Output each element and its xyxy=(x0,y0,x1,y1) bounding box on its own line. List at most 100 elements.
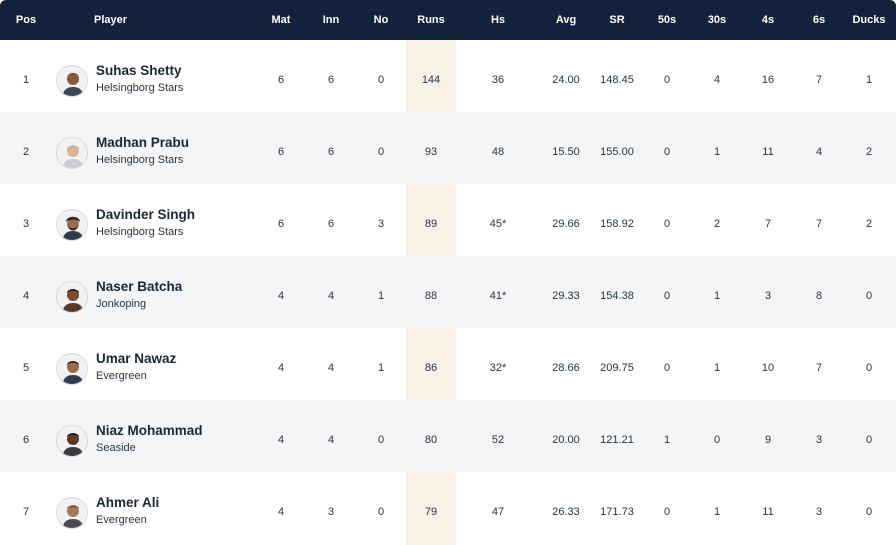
inn-cell: 3 xyxy=(327,506,335,518)
player-avatar[interactable] xyxy=(56,353,88,385)
col-header-avg[interactable]: Avg xyxy=(555,14,577,26)
fours-cell: 16 xyxy=(761,74,775,86)
no-cell: 0 xyxy=(377,434,385,446)
player-photo-icon xyxy=(57,498,87,528)
sr-cell: 158.92 xyxy=(600,218,634,230)
col-header-4s[interactable]: 4s xyxy=(761,14,775,26)
fours-cell: 7 xyxy=(764,218,772,230)
avg-cell: 28.66 xyxy=(552,362,580,374)
player-photo-icon xyxy=(57,282,87,312)
player-team: Evergreen xyxy=(96,370,147,382)
player-name[interactable]: Madhan Prabu xyxy=(96,135,190,150)
runs-cell: 144 xyxy=(421,74,441,86)
ducks-cell: 0 xyxy=(865,434,873,446)
ducks-cell: 1 xyxy=(865,74,873,86)
player-photo-icon xyxy=(57,138,87,168)
col-header-30s[interactable]: 30s xyxy=(707,14,727,26)
pos-cell: 1 xyxy=(22,74,30,86)
inn-cell: 4 xyxy=(327,362,335,374)
avg-cell: 29.33 xyxy=(552,290,580,302)
player-name[interactable]: Naser Batcha xyxy=(96,279,183,294)
sr-cell: 154.38 xyxy=(600,290,634,302)
table-row[interactable]: 7 Ahmer Ali Evergreen 4 3 0 79 47 26.33 … xyxy=(0,472,896,545)
player-team: Helsingborg Stars xyxy=(96,154,184,166)
table-row[interactable]: 1 Suhas Shetty Helsingborg Stars 6 6 0 1… xyxy=(0,40,896,112)
thirties-cell: 1 xyxy=(713,362,721,374)
pos-cell: 2 xyxy=(22,146,30,158)
ducks-cell: 0 xyxy=(865,290,873,302)
no-cell: 0 xyxy=(377,74,385,86)
inn-cell: 6 xyxy=(327,146,335,158)
player-name[interactable]: Davinder Singh xyxy=(96,207,196,222)
ducks-cell: 2 xyxy=(865,218,873,230)
mat-cell: 6 xyxy=(277,218,285,230)
mat-cell: 4 xyxy=(277,506,285,518)
table-row[interactable]: 4 Naser Batcha Jonkoping 4 4 1 88 41* 29… xyxy=(0,256,896,328)
no-cell: 0 xyxy=(377,506,385,518)
player-name[interactable]: Ahmer Ali xyxy=(96,495,160,510)
pos-cell: 5 xyxy=(22,362,30,374)
col-header-ducks[interactable]: Ducks xyxy=(852,14,886,26)
col-header-player[interactable]: Player xyxy=(94,14,128,26)
inn-cell: 4 xyxy=(327,434,335,446)
col-header-hs[interactable]: Hs xyxy=(490,14,506,26)
player-avatar[interactable] xyxy=(56,137,88,169)
col-header-sr[interactable]: SR xyxy=(609,14,625,26)
player-avatar[interactable] xyxy=(56,209,88,241)
avg-cell: 15.50 xyxy=(552,146,580,158)
ducks-cell: 2 xyxy=(865,146,873,158)
fours-cell: 10 xyxy=(761,362,775,374)
no-cell: 3 xyxy=(377,218,385,230)
col-header-50s[interactable]: 50s xyxy=(657,14,677,26)
player-photo-icon xyxy=(57,426,87,456)
player-photo-icon xyxy=(57,66,87,96)
avg-cell: 20.00 xyxy=(552,434,580,446)
player-name[interactable]: Niaz Mohammad xyxy=(96,423,203,438)
no-cell: 1 xyxy=(377,362,385,374)
fifties-cell: 0 xyxy=(663,362,671,374)
hs-cell: 32* xyxy=(489,362,507,374)
fifties-cell: 0 xyxy=(663,290,671,302)
player-avatar[interactable] xyxy=(56,65,88,97)
runs-cell: 79 xyxy=(424,506,438,518)
thirties-cell: 1 xyxy=(713,290,721,302)
player-name[interactable]: Umar Nawaz xyxy=(96,351,177,366)
table-row[interactable]: 2 Madhan Prabu Helsingborg Stars 6 6 0 9… xyxy=(0,112,896,184)
col-header-pos[interactable]: Pos xyxy=(15,14,37,26)
fours-cell: 9 xyxy=(764,434,772,446)
table-row[interactable]: 5 Umar Nawaz Evergreen 4 4 1 86 32* 28.6… xyxy=(0,328,896,400)
sixes-cell: 3 xyxy=(815,506,823,518)
sr-cell: 148.45 xyxy=(600,74,634,86)
player-photo-icon xyxy=(57,210,87,240)
pos-cell: 3 xyxy=(22,218,30,230)
no-cell: 1 xyxy=(377,290,385,302)
fifties-cell: 0 xyxy=(663,506,671,518)
ducks-cell: 0 xyxy=(865,362,873,374)
hs-cell: 45* xyxy=(489,218,507,230)
avg-cell: 24.00 xyxy=(552,74,580,86)
sr-cell: 155.00 xyxy=(600,146,634,158)
fours-cell: 11 xyxy=(762,506,774,518)
col-header-inn[interactable]: Inn xyxy=(322,14,340,26)
player-avatar[interactable] xyxy=(56,497,88,529)
col-header-6s[interactable]: 6s xyxy=(812,14,826,26)
table-row[interactable]: 6 Niaz Mohammad Seaside 4 4 0 80 52 20.0… xyxy=(0,400,896,472)
sixes-cell: 7 xyxy=(815,218,823,230)
inn-cell: 6 xyxy=(327,74,335,86)
runs-cell: 93 xyxy=(424,146,438,158)
player-avatar[interactable] xyxy=(56,281,88,313)
table-row[interactable]: 3 Davinder Singh Helsingborg Stars 6 6 3… xyxy=(0,184,896,256)
inn-cell: 4 xyxy=(327,290,335,302)
player-name[interactable]: Suhas Shetty xyxy=(96,63,182,78)
fifties-cell: 0 xyxy=(663,146,671,158)
col-header-no[interactable]: No xyxy=(373,14,389,26)
sr-cell: 121.21 xyxy=(600,434,634,446)
thirties-cell: 1 xyxy=(713,146,721,158)
player-avatar[interactable] xyxy=(56,425,88,457)
runs-cell: 89 xyxy=(424,218,438,230)
col-header-mat[interactable]: Mat xyxy=(271,14,291,26)
sixes-cell: 7 xyxy=(815,362,823,374)
col-header-runs[interactable]: Runs xyxy=(417,14,445,26)
sr-cell: 171.73 xyxy=(600,506,634,518)
hs-cell: 48 xyxy=(491,146,505,158)
